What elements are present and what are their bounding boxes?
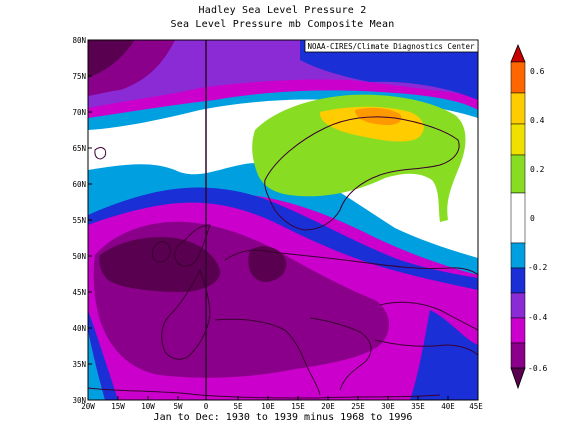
colorbar-swatch [510,242,526,269]
map-subtitle: Sea Level Pressure mb Composite Mean [170,19,395,30]
colorbar-swatch [510,154,526,194]
colorbar [510,43,526,390]
lat-label: 50N [72,252,86,261]
colorbar-label: -0.6 [528,364,547,373]
lon-label: 15W [111,402,125,411]
colorbar-swatch [510,192,526,244]
colorbar-swatch [510,61,526,94]
lat-label: 75N [72,72,86,81]
lat-labels: 30N 35N 40N 45N 50N 55N 60N 65N 70N 75N … [72,36,86,405]
coast-black-sea [379,301,478,331]
lat-label: 70N [72,108,86,117]
lat-label: 35N [72,360,86,369]
lat-label: 65N [72,144,86,153]
colorbar-label: 0 [530,214,535,223]
contour-band-neg-0.6-west [99,237,221,292]
map-title: Hadley Sea Level Pressure 2 [198,5,367,16]
coast-ireland [151,241,171,263]
credit-box [304,39,479,53]
contour-band-neg-0.3-se [410,310,478,400]
lon-label: 0 [204,402,209,411]
colorbar-label: -0.4 [528,313,547,322]
contour-band-neg-0.2-ne [300,40,478,100]
contour-band-neg-0.6-central [248,246,287,282]
lon-label: 15E [291,402,305,411]
period-caption: Jan to Dec: 1930 to 1939 minus 1968 to 1… [153,412,413,423]
colorbar-top-arrow [510,43,526,63]
lat-ticks [88,75,92,365]
lon-label: 10E [261,402,275,411]
lon-label: 5E [233,402,243,411]
coast-europe-north [224,249,478,276]
contour-band-neg-0.5-nw [88,40,175,96]
lon-label: 20E [321,402,335,411]
coastlines [88,116,478,399]
colorbar-label: 0.6 [530,67,545,76]
colorbar-label: 0.4 [530,116,545,125]
colorbar-swatch [510,267,526,294]
lat-label: 40N [72,324,86,333]
lat-label: 55N [72,216,86,225]
lat-label: 30N [72,396,86,405]
colorbar-swatch [510,292,526,319]
lat-label: 80N [72,36,86,45]
lon-label: 20W [81,402,95,411]
colorbar-swatch [510,92,526,125]
coast-north-africa [88,387,441,399]
contour-band-neg-0.6-nw [88,40,135,78]
lon-ticks [117,396,449,400]
colorbar-swatch [510,342,526,369]
colorbar-bottom-arrow [510,367,526,390]
contour-fill [88,40,478,400]
coast-britain [174,224,211,267]
coast-italy [214,318,321,396]
colorbar-swatch [510,123,526,156]
lon-label: 25E [351,402,365,411]
credit-text: NOAA-CIRES/Climate Diagnostics Center [307,42,475,51]
contour-band-neg-0.2-sw [88,330,105,400]
coast-turkey [374,339,478,356]
coast-iceland [94,147,107,160]
contour-band-neg-0.3-sw [88,310,118,400]
coast-balkans [309,317,372,391]
lat-label: 60N [72,180,86,189]
colorbar-label: 0.2 [530,165,545,174]
colorbar-labels: 0.6 0.4 0.2 0 -0.2 -0.4 -0.6 [528,67,547,373]
coast-scandinavia [264,116,460,231]
lon-label: 35E [411,402,425,411]
colorbar-swatch [510,317,526,344]
lon-label: 45E [469,402,483,411]
lon-labels: 20W 15W 10W 5W 0 5E 10E 15E 20E 25E 30E … [81,402,483,411]
lat-label: 45N [72,288,86,297]
coast-iberia [161,268,211,360]
lon-label: 10W [141,402,155,411]
lon-label: 5W [173,402,183,411]
colorbar-label: -0.2 [528,263,547,272]
lon-label: 40E [441,402,455,411]
lon-label: 30E [381,402,395,411]
